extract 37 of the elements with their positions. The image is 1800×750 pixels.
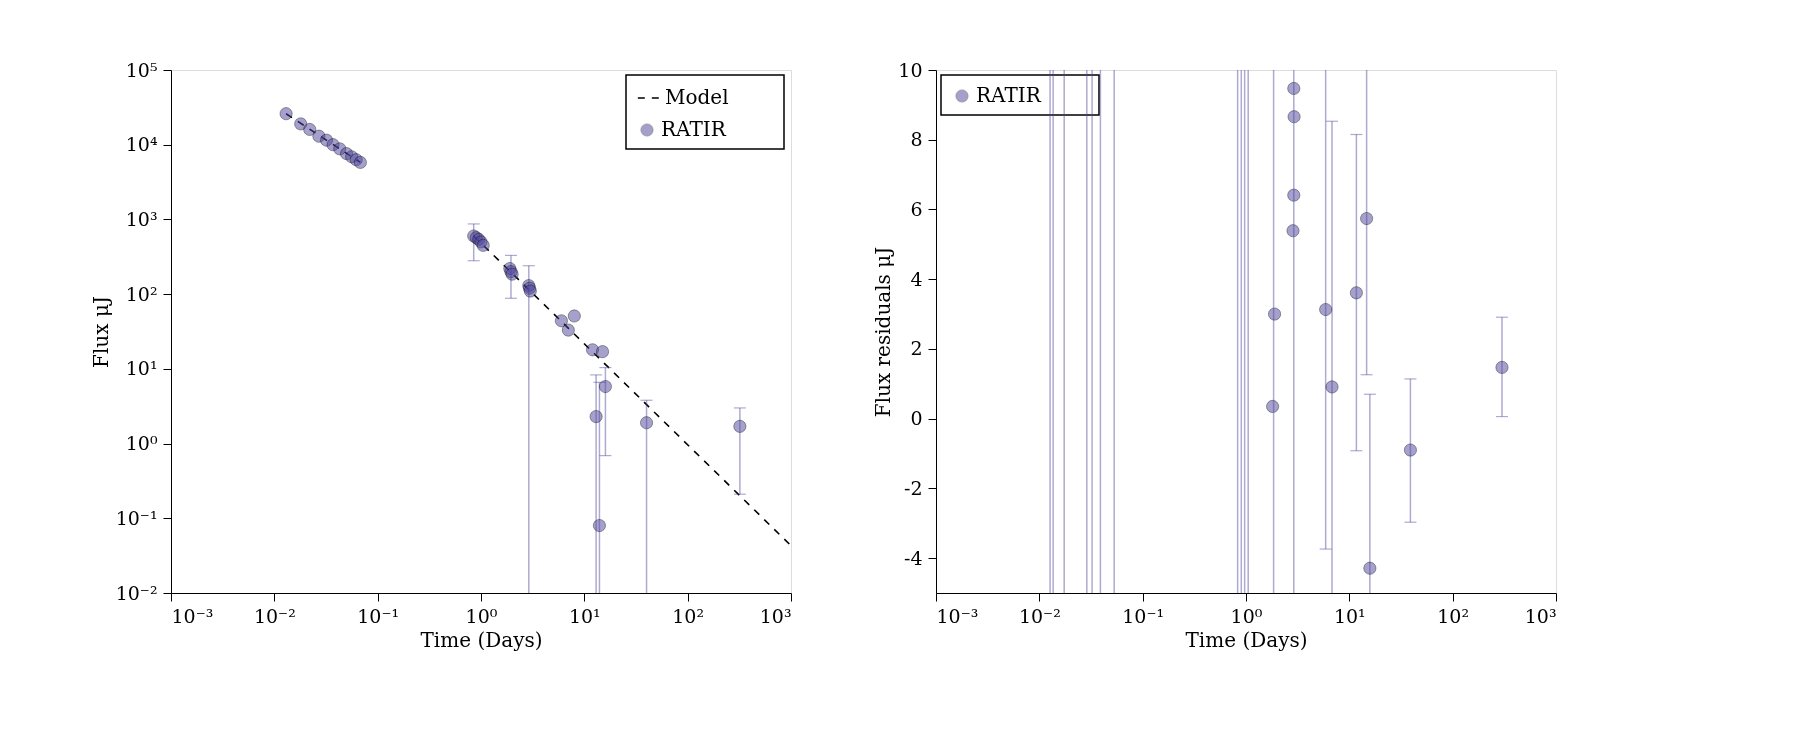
y-tick-label: 10 bbox=[898, 58, 923, 81]
x-tick-label: 10⁻¹ bbox=[357, 604, 400, 627]
y-axis-title: Flux μJ bbox=[88, 296, 113, 368]
x-tick-label: 10³ bbox=[759, 604, 792, 627]
x-tick-label: 10¹ bbox=[568, 604, 601, 627]
y-tick-label: 10¹ bbox=[125, 357, 158, 380]
x-tick-label: 10⁻³ bbox=[936, 604, 979, 627]
legend-label: Model bbox=[665, 85, 729, 109]
y-tick-label: 10³ bbox=[125, 207, 158, 230]
x-axis-title: Time (Days) bbox=[1185, 627, 1308, 652]
y-tick-label: 10² bbox=[125, 282, 158, 305]
x-tick-label: 10⁰ bbox=[465, 604, 498, 627]
x-tick-label: 10⁻² bbox=[253, 604, 296, 627]
y-tick-label: 10⁻¹ bbox=[115, 506, 158, 529]
y-tick-label: 10⁴ bbox=[125, 133, 158, 156]
x-tick-label: 10² bbox=[672, 604, 705, 627]
y-tick-label: -4 bbox=[903, 546, 923, 569]
y-tick-label: 6 bbox=[910, 197, 923, 220]
x-tick-label: 10² bbox=[1437, 604, 1470, 627]
x-tick-label: 10⁻² bbox=[1018, 604, 1061, 627]
x-tick-label: 10⁻³ bbox=[171, 604, 214, 627]
y-tick-label: 10⁵ bbox=[125, 58, 158, 81]
x-tick-label: 10³ bbox=[1524, 604, 1557, 627]
y-tick-label: 4 bbox=[910, 267, 923, 290]
x-tick-label: 10⁰ bbox=[1230, 604, 1263, 627]
legend-label: RATIR bbox=[976, 83, 1042, 107]
y-tick-label: 10⁻² bbox=[115, 581, 158, 604]
y-tick-label: 10⁰ bbox=[125, 432, 158, 455]
y-tick-label: 0 bbox=[910, 407, 923, 430]
y-tick-label: -2 bbox=[903, 476, 923, 499]
y-axis-title: Flux residuals μJ bbox=[871, 246, 896, 418]
x-tick-label: 10⁻¹ bbox=[1122, 604, 1165, 627]
legend-label: RATIR bbox=[661, 117, 727, 141]
x-axis-title: Time (Days) bbox=[420, 627, 543, 652]
y-tick-label: 2 bbox=[910, 337, 923, 360]
y-tick-label: 8 bbox=[910, 128, 923, 151]
x-tick-label: 10¹ bbox=[1333, 604, 1366, 627]
